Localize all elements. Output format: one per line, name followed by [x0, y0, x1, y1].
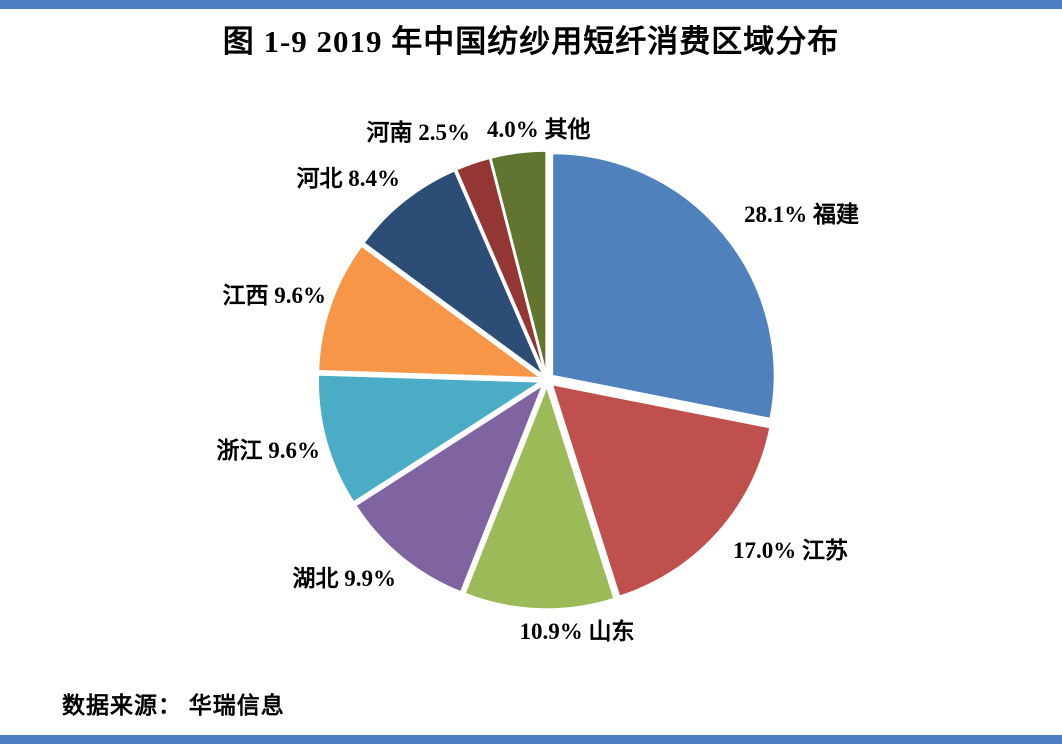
pie-label-福建: 28.1% 福建 [744, 202, 859, 227]
pie-slice-江西 [317, 245, 543, 379]
pie-slice-湖北 [354, 383, 545, 593]
pie-slice-河南 [455, 157, 546, 374]
pie-label-河北: 河北 8.4% [297, 166, 401, 191]
data-source-label: 数据来源： 华瑞信息 [62, 693, 285, 718]
pie-label-江西: 江西 9.6% [223, 283, 327, 308]
pie-label-湖北: 湖北 9.9% [293, 566, 397, 591]
pie-label-其他: 4.0% 其他 [487, 117, 591, 142]
chart-title: 图 1-9 2019 年中国纺纱用短纤消费区域分布 [222, 24, 840, 59]
pie-label-山东: 10.9% 山东 [520, 618, 635, 644]
pie-slice-其他 [489, 150, 547, 374]
pie-slice-山东 [464, 384, 615, 610]
pie-label-江苏: 17.0% 江苏 [733, 538, 848, 563]
pie-slice-江苏 [551, 383, 771, 598]
pie-slice-河北 [362, 169, 545, 377]
pie-slice-浙江 [317, 374, 543, 504]
pie-label-浙江: 浙江 9.6% [217, 438, 321, 463]
bottom-border [0, 735, 1062, 744]
pie-slice-福建 [551, 152, 776, 420]
top-border [0, 0, 1062, 9]
pie-label-河南: 河南 2.5% [367, 120, 471, 145]
